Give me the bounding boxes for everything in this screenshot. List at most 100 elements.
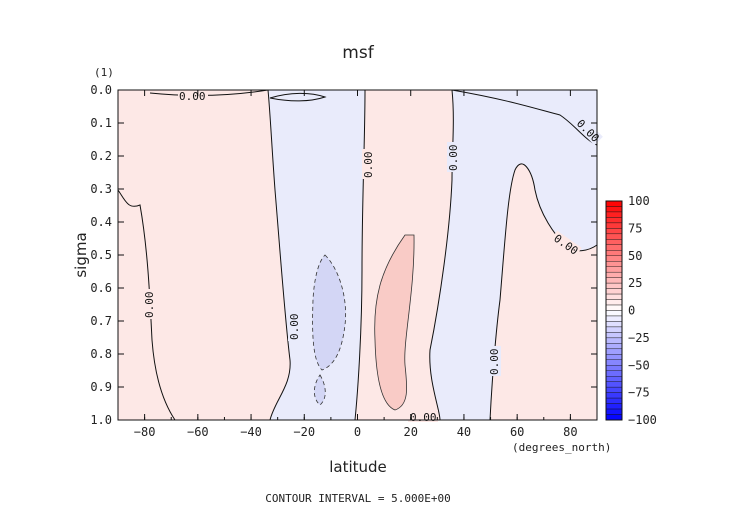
colorbar-segment <box>605 233 623 240</box>
colorbar-tick-label: 100 <box>628 194 650 208</box>
contour-zero-surface-south <box>149 89 269 96</box>
contour-label: 0.00 <box>488 349 501 376</box>
contour-label: 0.00 <box>410 411 437 424</box>
contour-label: 0.00 <box>447 145 460 172</box>
colorbar-segment <box>605 211 623 218</box>
colorbar-tick-label: 0 <box>628 304 635 318</box>
zero-contours <box>117 89 598 421</box>
colorbar-segment <box>605 255 623 262</box>
contour-zero-west-neg <box>267 89 291 421</box>
colorbar-segment <box>605 222 623 229</box>
colorbar-segment <box>605 348 623 355</box>
colorbar-segment <box>605 271 623 278</box>
y-tick-label: 0.5 <box>90 248 112 262</box>
region-positive-south <box>118 90 291 420</box>
colorbar-segment <box>605 200 623 207</box>
colorbar-segment <box>605 359 623 366</box>
colorbar-segment <box>605 299 623 306</box>
colorbar-segment <box>605 250 623 256</box>
colorbar-tick-label: −50 <box>628 358 650 372</box>
colorbar-tick-label: 75 <box>628 221 642 235</box>
colorbar-tick-label: −75 <box>628 386 650 400</box>
colorbar-segment <box>605 414 623 421</box>
x-tick-label: 80 <box>563 425 577 439</box>
region-negative-min-lower <box>313 374 326 406</box>
region-negative-min <box>312 254 346 371</box>
x-tick-label: 20 <box>403 425 417 439</box>
y-tick-label: 0.1 <box>90 116 112 130</box>
colorbar-segment <box>605 343 623 350</box>
plot-area <box>118 90 597 420</box>
contour-zero-top-loop <box>269 92 327 102</box>
colorbar-segment <box>605 403 623 410</box>
colorbar-segment <box>605 310 623 317</box>
colorbar-segment <box>605 266 623 273</box>
colorbar-segment <box>605 239 623 245</box>
colorbar-segment <box>605 381 623 388</box>
x-tick-label: 40 <box>457 425 471 439</box>
colorbar-segment <box>605 386 623 393</box>
x-axis-label: latitude <box>329 458 387 476</box>
x-tick-label: −80 <box>134 425 156 439</box>
colorbar-segment <box>605 217 623 224</box>
contour-label: 0.00 <box>143 292 156 319</box>
colorbar-segment <box>605 277 623 284</box>
units-label: (1) <box>94 66 114 79</box>
y-tick-label: 1.0 <box>90 413 112 427</box>
colorbar-tick-label: 25 <box>628 276 642 290</box>
colorbar-segment <box>605 315 623 322</box>
y-axis: 0.0 0.1 0.2 0.3 0.4 0.5 0.6 0.7 0.8 0.9 1.0 <box>90 83 597 427</box>
y-tick-label: 0.3 <box>90 182 112 196</box>
contour-label: 0.00 <box>179 90 206 103</box>
colorbar-segment <box>605 337 623 344</box>
y-tick-label: 0.2 <box>90 149 112 163</box>
contour-interval-text: CONTOUR INTERVAL = 5.000E+00 <box>265 492 450 505</box>
colorbar-segment <box>605 293 623 300</box>
colorbar-segment <box>605 408 623 415</box>
colorbar-frame <box>605 200 623 421</box>
contour-labels: 0.00 0.00 0.00 0.00 0.00 0.00 0.00 0.00 <box>143 90 603 424</box>
contour-zero-south <box>117 189 176 421</box>
colorbar-tick-label: −100 <box>628 413 657 427</box>
colorbar-segment <box>605 354 623 360</box>
region-positive-max <box>374 234 415 411</box>
x-axis: −80 −60 −40 −20 0 20 40 60 80 <box>117 90 598 439</box>
y-tick-label: 0.6 <box>90 281 112 295</box>
colorbar-segment <box>605 332 623 339</box>
y-tick-label: 0.9 <box>90 380 112 394</box>
x-tick-label: −40 <box>240 425 262 439</box>
colorbar-segment <box>605 282 623 289</box>
contour-label: 0.00 <box>288 314 301 341</box>
y-tick-label: 0.8 <box>90 347 112 361</box>
colorbar-tick-label: 50 <box>628 249 642 263</box>
contour-zero-top-north <box>451 89 598 146</box>
colorbar-segment <box>605 326 623 333</box>
colorbar-segment <box>605 376 623 382</box>
colorbar-segment <box>605 370 623 377</box>
contour-zero-east-neg <box>354 89 366 421</box>
colorbar-segment <box>605 365 623 371</box>
contour-label: 0.00 <box>362 152 375 179</box>
y-tick-label: 0.4 <box>90 215 112 229</box>
y-tick-label: 0.7 <box>90 314 112 328</box>
colorbar-segment <box>605 244 623 251</box>
colorbar-segment <box>605 392 623 399</box>
colorbar-segment <box>605 261 623 267</box>
colorbar-segment <box>605 206 623 213</box>
x-tick-label: −60 <box>187 425 209 439</box>
x-axis-units: (degrees_north) <box>512 441 611 454</box>
x-tick-label: 0 <box>354 425 361 439</box>
colorbar-segment <box>605 304 623 311</box>
colorbar-segment <box>605 288 623 295</box>
colorbar-segment <box>605 321 623 328</box>
colorbar: 100 75 50 25 0 −25 −50 −75 −100 <box>605 194 657 427</box>
chart-title: msf <box>342 43 374 63</box>
x-tick-label: −20 <box>293 425 315 439</box>
region-negative-top-north <box>452 90 597 145</box>
y-tick-label: 0.0 <box>90 83 112 97</box>
contour-zero-tropics-east <box>429 89 454 421</box>
x-tick-label: 60 <box>510 425 524 439</box>
region-positive-north <box>490 163 597 420</box>
colorbar-segment <box>605 228 623 235</box>
